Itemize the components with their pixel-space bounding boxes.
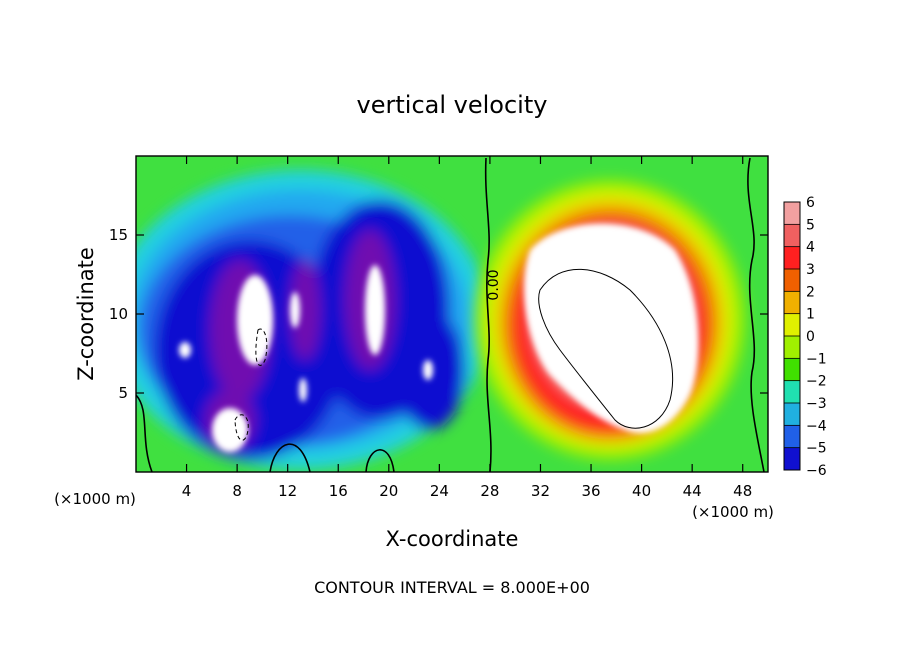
- y-tick-label: 5: [118, 384, 128, 402]
- x-tick-label: 20: [379, 482, 398, 500]
- contour-label: 0.00: [486, 269, 502, 300]
- velocity-field: 0.00: [136, 156, 768, 472]
- x-tick-label: 36: [581, 482, 600, 500]
- inner-contours: [234, 268, 674, 441]
- colorbar-swatch: [784, 269, 800, 292]
- colorbar-label: −1: [806, 351, 827, 367]
- x-axis-label: X-coordinate: [386, 527, 519, 551]
- x-tick-label: 32: [531, 482, 550, 500]
- x-tick-label: 24: [430, 482, 449, 500]
- x-tick-label: 16: [329, 482, 348, 500]
- colorbar-label: −2: [806, 374, 827, 390]
- colorbar-label: −3: [806, 396, 827, 412]
- saturated-areas: [179, 223, 699, 452]
- downdraft-region: [136, 170, 490, 470]
- colorbar-label: 4: [806, 240, 815, 256]
- chart-title: vertical velocity: [357, 91, 548, 119]
- y-tick-label: 15: [109, 226, 128, 244]
- colorbar-swatch: [784, 336, 800, 359]
- x-tick-label: 4: [182, 482, 192, 500]
- colorbar-label: −4: [806, 418, 827, 434]
- colorbar-label: −6: [806, 463, 827, 479]
- colorbar-label: 6: [806, 195, 815, 211]
- x-tick-label: 40: [632, 482, 651, 500]
- y-axis-ticks: 5 10 15: [109, 226, 768, 402]
- colorbar-swatch: [784, 202, 800, 225]
- colorbar-swatch: [784, 380, 800, 404]
- colorbar-swatch: [784, 447, 800, 471]
- x-unit-right: (×1000 m): [692, 503, 774, 521]
- x-unit-left: (×1000 m): [54, 490, 136, 508]
- colorbar-swatch: [784, 224, 800, 248]
- x-tick-label: 8: [232, 482, 242, 500]
- y-axis-label: Z-coordinate: [74, 247, 98, 381]
- colorbar-label: 0: [806, 329, 815, 345]
- colorbar-label: 5: [806, 217, 815, 233]
- colorbar-label: 1: [806, 307, 815, 323]
- colorbar: 6 5 4 3 2 1 0 −1 −2 −3 −4 −5 −6: [783, 195, 827, 479]
- x-tick-label: 12: [278, 482, 297, 500]
- colorbar-label: 3: [806, 262, 815, 278]
- colorbar-swatch: [784, 246, 800, 270]
- y-tick-label: 10: [109, 305, 128, 323]
- x-axis-ticks: 4 8 12 16 20 24 28 32 36 40 44 48: [182, 156, 752, 500]
- colorbar-swatch: [784, 425, 800, 449]
- colorbar-swatch: [784, 313, 800, 337]
- colorbar-swatch: [784, 291, 800, 315]
- x-tick-label: 48: [733, 482, 752, 500]
- x-tick-label: 28: [480, 482, 499, 500]
- contour-interval-note: CONTOUR INTERVAL = 8.000E+00: [314, 578, 590, 597]
- colorbar-swatch: [784, 403, 800, 426]
- x-tick-label: 44: [683, 482, 702, 500]
- colorbar-label: −5: [806, 441, 827, 457]
- colorbar-swatch: [784, 358, 800, 382]
- zero-contours: [136, 157, 765, 472]
- colorbar-label: 2: [806, 284, 815, 300]
